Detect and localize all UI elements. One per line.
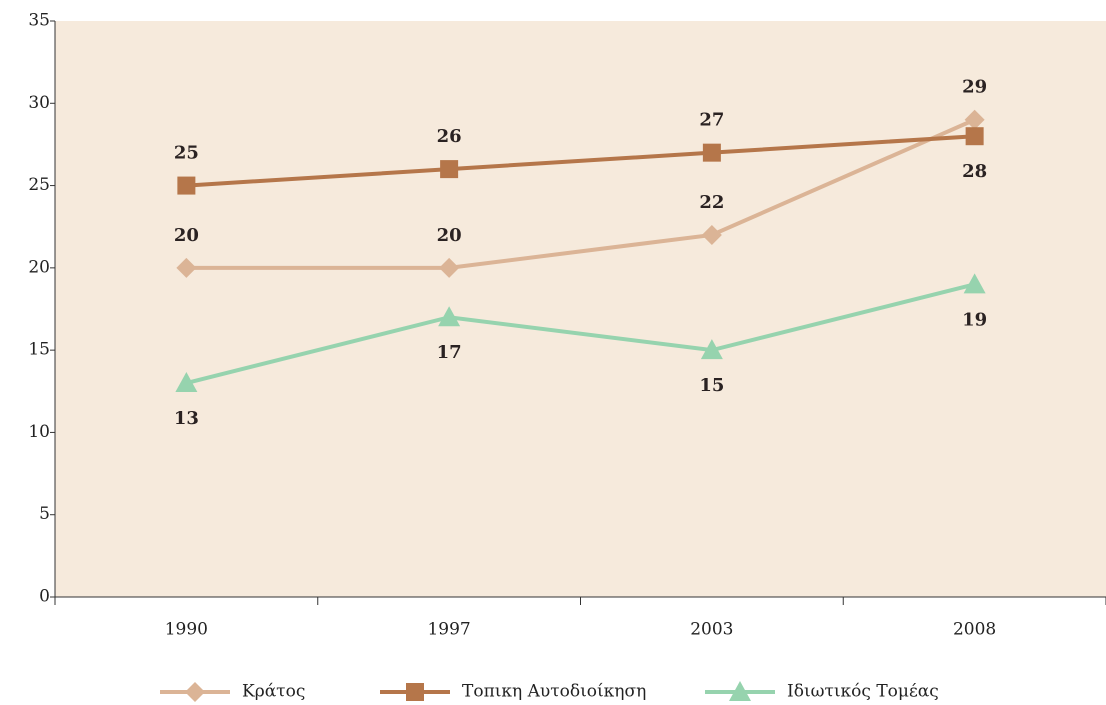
x-tick-label: 2008: [953, 620, 996, 640]
y-tick-label: 5: [39, 504, 50, 524]
legend-label: Τοπικη Αυτοδιοίκηση: [462, 682, 646, 702]
plot-area: [55, 21, 1106, 597]
point: [964, 109, 985, 130]
point: [702, 143, 721, 162]
legend-marker: [729, 681, 751, 701]
point: [439, 257, 460, 278]
value-label: 22: [699, 192, 724, 213]
value-label: 27: [699, 110, 724, 131]
point: [963, 273, 986, 294]
point: [438, 306, 461, 327]
point: [701, 224, 722, 245]
value-label: 15: [699, 375, 724, 396]
legend-marker: [406, 683, 424, 701]
value-label: 25: [174, 143, 199, 164]
point: [440, 160, 459, 179]
y-tick-label: 30: [28, 93, 50, 113]
y-tick-label: 25: [28, 175, 50, 195]
value-label: 26: [437, 126, 462, 147]
y-tick-label: 35: [28, 11, 50, 31]
legend-label: Κράτος: [242, 682, 305, 702]
legend-marker: [185, 682, 205, 702]
series-line: [186, 134, 975, 188]
y-tick-label: 20: [28, 257, 50, 277]
series-line: [185, 282, 976, 385]
value-label: 28: [962, 161, 987, 182]
value-label: 19: [962, 309, 987, 330]
series-line: [186, 117, 976, 270]
value-label: 20: [437, 225, 462, 246]
point: [177, 176, 196, 195]
x-tick-label: 1997: [427, 620, 470, 640]
value-label: 29: [962, 77, 987, 98]
value-label: 17: [437, 342, 462, 363]
legend-label: Ιδιωτικός Τομέας: [787, 682, 939, 702]
x-tick-label: 1990: [165, 620, 208, 640]
y-tick-label: 15: [28, 340, 50, 360]
point: [175, 372, 198, 393]
value-label: 20: [174, 225, 199, 246]
y-tick-label: 0: [39, 587, 50, 607]
point: [176, 257, 197, 278]
x-tick-label: 2003: [690, 620, 733, 640]
value-label: 13: [174, 408, 199, 429]
point: [965, 127, 984, 146]
y-tick-label: 10: [28, 422, 50, 442]
point: [700, 339, 723, 360]
